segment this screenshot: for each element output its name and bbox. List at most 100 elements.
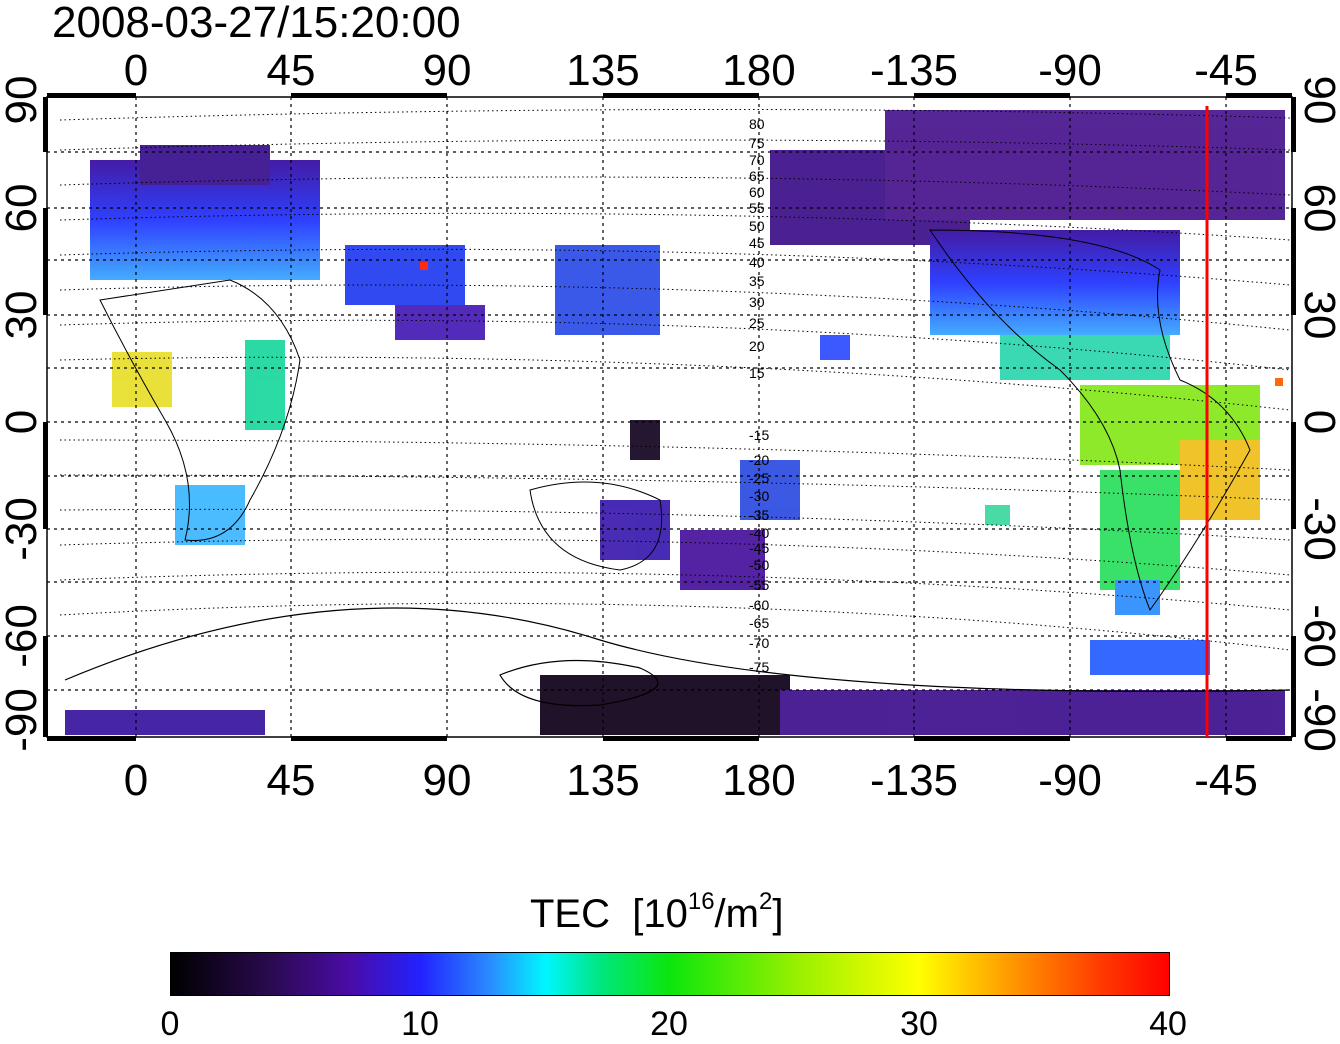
timestamp: 2008-03-27/15:20:00 bbox=[52, 0, 461, 47]
lon-label: 45 bbox=[267, 46, 316, 95]
lon-label: -90 bbox=[1038, 756, 1102, 805]
colorbar-tick: 30 bbox=[900, 1005, 938, 1043]
contour-label: -55 bbox=[749, 577, 769, 593]
contour-label: -65 bbox=[749, 615, 769, 631]
coastlines bbox=[99, 229, 1251, 612]
lat-label: 60 bbox=[1295, 184, 1340, 233]
lon-label: 135 bbox=[566, 756, 639, 805]
tec-data-layer bbox=[65, 110, 1285, 735]
contour-label: -70 bbox=[749, 635, 769, 651]
axis-bars bbox=[43, 93, 1296, 741]
lon-label: 180 bbox=[722, 756, 795, 805]
tec-region-china bbox=[395, 305, 485, 340]
contour-label: 40 bbox=[749, 254, 765, 270]
lon-label: 90 bbox=[423, 756, 472, 805]
contour-label: -35 bbox=[749, 507, 769, 523]
lat-label: -60 bbox=[0, 604, 46, 668]
lat-label: -30 bbox=[1295, 497, 1340, 561]
contour-label: -50 bbox=[749, 557, 769, 573]
contour-label: 60 bbox=[749, 184, 765, 200]
colorbar-unit-exp2: 2 bbox=[758, 888, 773, 915]
contour-label: 15 bbox=[749, 365, 765, 381]
tec-region-usa bbox=[930, 230, 1180, 335]
contour-label: 25 bbox=[749, 315, 765, 331]
lon-labels-top: 0 45 90 135 180 -135 -90 -45 bbox=[124, 46, 1258, 95]
tec-cell bbox=[630, 420, 660, 460]
lon-label: 90 bbox=[423, 46, 472, 95]
lat-label: 30 bbox=[1295, 291, 1340, 340]
contour-label: 70 bbox=[749, 152, 765, 168]
colorbar-tick: 40 bbox=[1149, 1005, 1187, 1043]
tec-region-siberia bbox=[140, 145, 270, 185]
tec-region-japan bbox=[555, 245, 660, 335]
lat-label: 30 bbox=[0, 291, 46, 340]
tec-cell bbox=[820, 335, 850, 360]
colorbar-unit-mid: /m bbox=[714, 892, 759, 936]
contour-labels-south: -15 -20 -25 -30 -35 -40 -45 -50 -55 -60 … bbox=[749, 427, 769, 675]
contour-label: -15 bbox=[749, 427, 769, 443]
contour-label: -30 bbox=[749, 488, 769, 504]
colorbar-title: TEC [1016/m2] bbox=[530, 888, 783, 937]
tec-region-nz bbox=[680, 530, 765, 590]
contour-label: 50 bbox=[749, 218, 765, 234]
contour-solid bbox=[64, 607, 1291, 707]
lat-label: -60 bbox=[1295, 604, 1340, 668]
tec-region-central-america bbox=[1000, 335, 1170, 380]
lat-labels-left: 90 60 30 0 -30 -60 -90 bbox=[0, 76, 46, 752]
tec-region-patagonia bbox=[1115, 580, 1160, 615]
tec-cell bbox=[740, 460, 800, 520]
lon-label: -135 bbox=[870, 46, 958, 95]
lat-label: -30 bbox=[0, 497, 46, 561]
tec-cell bbox=[985, 505, 1010, 525]
contour-label: 35 bbox=[749, 273, 765, 289]
lon-label: 0 bbox=[124, 46, 148, 95]
colorbar-title-text: TEC bbox=[530, 892, 610, 936]
colorbar-unit-prefix: [10 bbox=[632, 892, 688, 936]
tec-region-antarctica-strip bbox=[65, 710, 265, 735]
tec-map: 0 45 90 135 180 -135 -90 -45 0 45 90 135… bbox=[0, 46, 1340, 805]
tec-cell bbox=[1275, 378, 1283, 386]
contour-label: 30 bbox=[749, 294, 765, 310]
lon-label: -90 bbox=[1038, 46, 1102, 95]
lon-labels-bottom: 0 45 90 135 180 -135 -90 -45 bbox=[124, 756, 1258, 805]
colorbar-tick: 0 bbox=[160, 1005, 180, 1043]
tec-region-southern-ocean bbox=[1090, 640, 1210, 675]
tec-region-greenland bbox=[885, 110, 1285, 220]
lon-label: 135 bbox=[566, 46, 639, 95]
colorbar-tick: 20 bbox=[650, 1005, 688, 1043]
contour-label: -45 bbox=[749, 540, 769, 556]
lat-labels-right: 90 60 30 0 -30 -60 -90 bbox=[1295, 76, 1340, 752]
contour-label: 75 bbox=[749, 135, 765, 151]
contour-labels-north: 80 75 70 65 60 55 50 45 40 35 30 25 20 1… bbox=[749, 116, 765, 381]
contour-label: -40 bbox=[749, 525, 769, 541]
colorbar-unit-suffix: ] bbox=[772, 892, 784, 936]
grid-lines bbox=[47, 97, 1292, 737]
lon-label: 45 bbox=[267, 756, 316, 805]
tec-region-argentina bbox=[1100, 470, 1180, 590]
lon-label: -45 bbox=[1194, 756, 1258, 805]
tec-region-asia-mid bbox=[345, 245, 465, 305]
magnetic-contours bbox=[59, 108, 1291, 651]
contour-label: -75 bbox=[749, 659, 769, 675]
lat-label: 90 bbox=[0, 76, 46, 125]
lat-label: -90 bbox=[1295, 688, 1340, 752]
lat-label: 60 bbox=[0, 184, 46, 233]
tec-region-brazil bbox=[1180, 440, 1260, 520]
contour-label: -60 bbox=[749, 597, 769, 613]
contour-label: 55 bbox=[749, 200, 765, 216]
colorbar bbox=[170, 952, 1170, 996]
tec-cell bbox=[420, 262, 428, 270]
contour-label: -20 bbox=[749, 452, 769, 468]
contour-label: 45 bbox=[749, 235, 765, 251]
contour-label: 65 bbox=[749, 168, 765, 184]
lon-label: 0 bbox=[124, 756, 148, 805]
tec-region-antarctica-east bbox=[540, 675, 790, 735]
lat-label: 0 bbox=[1295, 410, 1340, 434]
colorbar-tick: 10 bbox=[401, 1005, 439, 1043]
colorbar-unit-exp: 16 bbox=[687, 888, 715, 915]
lon-label: -45 bbox=[1194, 46, 1258, 95]
tec-region-antarctica-west bbox=[780, 690, 1285, 735]
lat-label: 0 bbox=[0, 410, 46, 434]
tec-region-east-africa bbox=[245, 340, 285, 430]
lat-label: 90 bbox=[1295, 76, 1340, 125]
